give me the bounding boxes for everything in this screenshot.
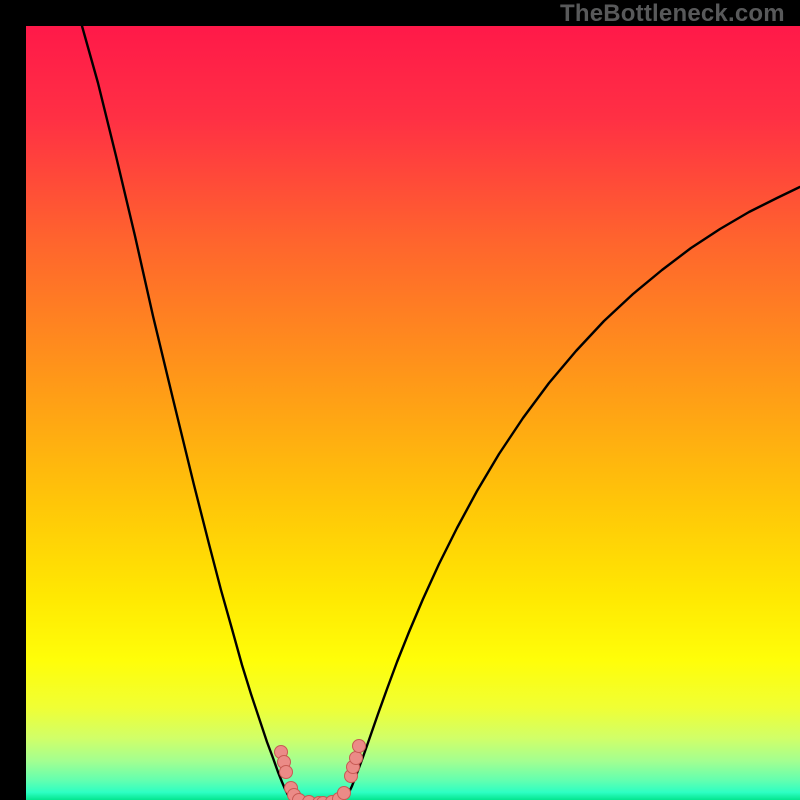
chart-frame: TheBottleneck.com	[0, 0, 800, 800]
bottleneck-curve	[0, 0, 800, 800]
curve-marker	[337, 786, 351, 800]
curve-path	[82, 26, 800, 800]
curve-marker	[279, 765, 293, 779]
curve-marker	[349, 751, 363, 765]
curve-marker	[352, 739, 366, 753]
